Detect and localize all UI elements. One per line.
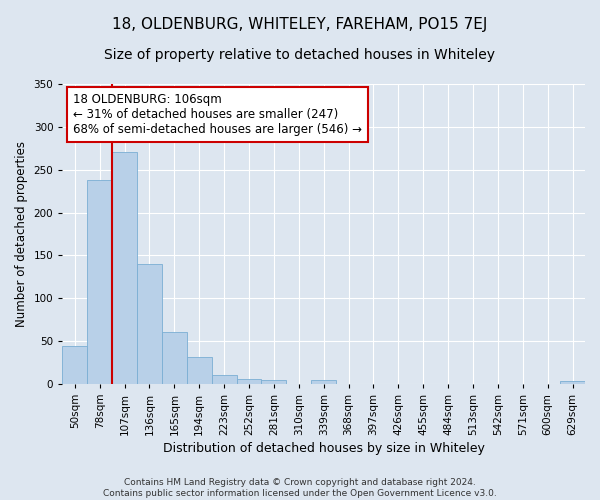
X-axis label: Distribution of detached houses by size in Whiteley: Distribution of detached houses by size … [163, 442, 485, 455]
Text: 18, OLDENBURG, WHITELEY, FAREHAM, PO15 7EJ: 18, OLDENBURG, WHITELEY, FAREHAM, PO15 7… [112, 18, 488, 32]
Bar [311, 380, 336, 384]
Bar [137, 264, 162, 384]
Bar [62, 346, 87, 384]
Text: 18 OLDENBURG: 106sqm
← 31% of detached houses are smaller (247)
68% of semi-deta: 18 OLDENBURG: 106sqm ← 31% of detached h… [73, 93, 362, 136]
Bar [262, 380, 286, 384]
Y-axis label: Number of detached properties: Number of detached properties [15, 141, 28, 327]
Bar [236, 379, 262, 384]
Bar [112, 152, 137, 384]
Text: Size of property relative to detached houses in Whiteley: Size of property relative to detached ho… [104, 48, 496, 62]
Bar [162, 332, 187, 384]
Bar [560, 382, 585, 384]
Bar [212, 376, 236, 384]
Text: Contains HM Land Registry data © Crown copyright and database right 2024.
Contai: Contains HM Land Registry data © Crown c… [103, 478, 497, 498]
Bar [187, 358, 212, 384]
Bar [87, 180, 112, 384]
